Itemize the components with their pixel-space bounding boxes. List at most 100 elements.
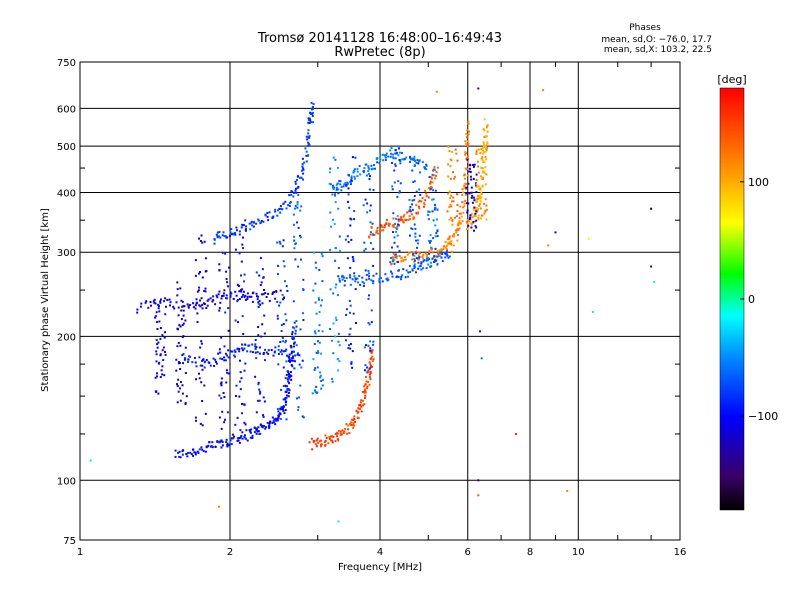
data-point bbox=[284, 341, 287, 344]
data-point bbox=[411, 199, 414, 202]
data-point bbox=[155, 360, 158, 363]
data-point bbox=[229, 350, 232, 353]
data-point bbox=[374, 167, 376, 170]
data-point bbox=[215, 294, 218, 297]
data-point bbox=[466, 227, 469, 230]
data-point bbox=[345, 339, 347, 342]
data-point bbox=[393, 181, 396, 184]
data-point bbox=[369, 347, 372, 350]
data-point bbox=[153, 301, 156, 304]
data-point bbox=[273, 418, 276, 421]
data-point bbox=[197, 452, 200, 454]
data-point bbox=[169, 301, 172, 304]
data-point bbox=[246, 350, 249, 353]
data-point bbox=[411, 228, 414, 230]
data-point bbox=[472, 164, 475, 166]
data-point bbox=[225, 270, 228, 273]
data-point bbox=[242, 333, 245, 335]
data-point bbox=[441, 253, 444, 255]
data-point bbox=[364, 394, 367, 397]
data-point bbox=[484, 209, 487, 212]
data-point bbox=[199, 299, 201, 302]
y-tick-label: 100 bbox=[57, 476, 76, 487]
data-point bbox=[223, 289, 226, 292]
data-point bbox=[412, 181, 415, 183]
data-point bbox=[249, 228, 252, 231]
data-point bbox=[159, 337, 162, 340]
data-point bbox=[411, 268, 414, 271]
data-point bbox=[205, 307, 208, 309]
data-point bbox=[362, 390, 364, 393]
data-point bbox=[329, 249, 332, 251]
data-point bbox=[194, 416, 197, 419]
data-point bbox=[434, 258, 437, 261]
data-point bbox=[363, 403, 366, 406]
y-tick-label: 400 bbox=[57, 188, 76, 199]
data-point bbox=[223, 396, 226, 398]
data-point bbox=[314, 332, 317, 335]
data-point bbox=[480, 357, 483, 360]
data-point bbox=[396, 261, 398, 263]
data-point bbox=[177, 451, 180, 454]
data-point bbox=[429, 241, 431, 244]
data-point bbox=[482, 161, 485, 163]
data-point bbox=[356, 168, 359, 170]
data-point bbox=[353, 168, 356, 171]
data-point bbox=[436, 252, 439, 255]
data-point bbox=[321, 255, 324, 258]
data-point bbox=[386, 219, 388, 221]
data-point bbox=[294, 360, 296, 363]
data-point bbox=[164, 353, 167, 356]
data-point bbox=[240, 296, 243, 298]
data-point bbox=[415, 250, 417, 253]
data-point bbox=[194, 453, 197, 456]
data-point bbox=[194, 259, 197, 262]
data-point bbox=[153, 298, 156, 301]
data-point bbox=[353, 218, 356, 221]
data-point bbox=[483, 118, 486, 121]
data-point bbox=[276, 317, 279, 320]
data-point bbox=[312, 121, 315, 124]
data-point bbox=[383, 224, 386, 227]
data-point bbox=[176, 294, 179, 297]
data-point bbox=[351, 366, 354, 369]
data-point bbox=[435, 232, 438, 235]
data-point bbox=[418, 159, 421, 162]
data-point bbox=[282, 385, 285, 387]
data-point bbox=[436, 166, 439, 169]
data-point bbox=[250, 428, 253, 431]
data-point bbox=[453, 175, 456, 178]
data-point bbox=[310, 121, 313, 123]
data-point bbox=[245, 225, 248, 228]
data-point bbox=[480, 214, 483, 217]
data-point bbox=[399, 162, 402, 165]
data-point bbox=[390, 152, 392, 155]
data-point bbox=[398, 147, 400, 150]
data-point bbox=[416, 246, 418, 249]
data-point bbox=[359, 283, 362, 286]
data-point bbox=[180, 318, 183, 321]
data-point bbox=[334, 440, 337, 443]
data-point bbox=[378, 162, 381, 164]
data-point bbox=[369, 175, 371, 178]
data-point bbox=[319, 371, 322, 374]
data-point bbox=[256, 298, 259, 301]
data-point bbox=[295, 187, 297, 190]
data-point bbox=[342, 431, 345, 434]
data-point bbox=[257, 218, 260, 221]
data-point bbox=[305, 135, 308, 138]
data-point bbox=[284, 384, 287, 387]
data-point bbox=[297, 352, 299, 355]
data-point bbox=[274, 346, 277, 349]
data-point bbox=[295, 191, 298, 194]
data-point bbox=[199, 305, 202, 308]
data-point bbox=[296, 201, 299, 204]
data-point bbox=[181, 336, 184, 339]
data-point bbox=[464, 199, 467, 202]
data-point bbox=[291, 333, 294, 336]
data-point bbox=[401, 274, 404, 277]
data-point bbox=[394, 163, 397, 166]
data-point bbox=[434, 206, 436, 209]
data-point bbox=[332, 186, 334, 189]
data-point bbox=[236, 439, 239, 442]
